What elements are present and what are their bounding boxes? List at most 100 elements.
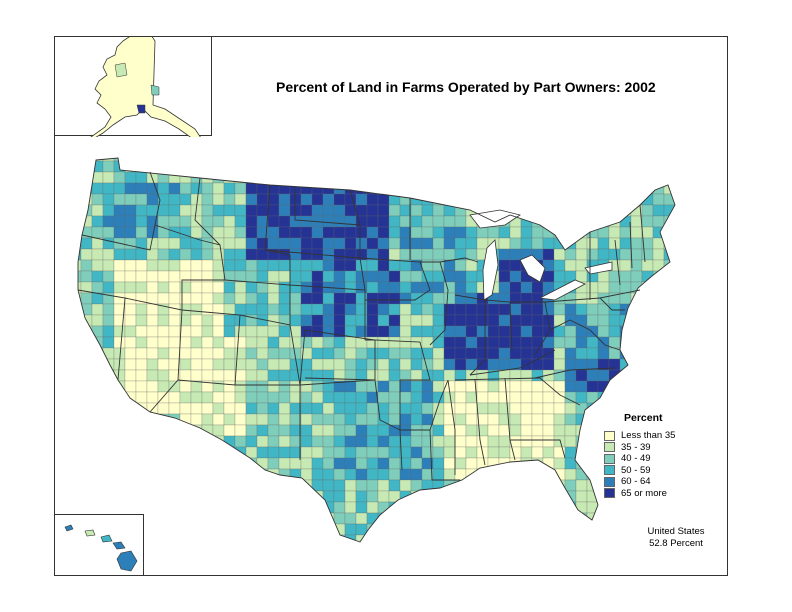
county-cell: [553, 204, 566, 217]
county-cell: [179, 468, 192, 481]
county-cell: [443, 468, 456, 481]
county-cell: [256, 479, 269, 492]
county-cell: [113, 325, 126, 338]
county-cell: [652, 358, 665, 371]
county-cell: [212, 358, 225, 371]
legend-swatch: [604, 476, 615, 487]
county-cell: [465, 479, 478, 492]
county-cell: [201, 512, 214, 525]
county-cell: [124, 446, 137, 459]
county-cell: [256, 435, 269, 448]
county-cell: [223, 237, 236, 250]
county-cell: [641, 314, 654, 327]
county-cell: [355, 435, 368, 448]
county-cell: [78, 303, 82, 316]
county-cell: [652, 270, 665, 283]
county-cell: [146, 336, 159, 349]
county-cell: [278, 358, 291, 371]
county-cell: [157, 270, 170, 283]
county-cell: [223, 523, 236, 536]
county-cell: [179, 215, 192, 228]
county-cell: [157, 215, 170, 228]
county-cell: [410, 534, 423, 542]
county-cell: [520, 424, 533, 437]
county-cell: [443, 501, 456, 514]
county-cell: [300, 391, 313, 404]
county-cell: [80, 380, 93, 393]
county-cell: [323, 546, 334, 557]
county-cell: [146, 424, 159, 437]
county-cell: [388, 314, 401, 327]
county-cell: [520, 435, 533, 448]
county-cell: [311, 435, 324, 448]
county-cell: [454, 534, 467, 542]
county-cell: [80, 270, 93, 283]
county-cell: [278, 336, 291, 349]
county-cell: [597, 512, 610, 525]
county-cell: [465, 501, 478, 514]
county-cell: [168, 457, 181, 470]
county-cell: [399, 303, 412, 316]
county-cell: [443, 523, 456, 536]
summary-value: 52.8 Percent: [649, 538, 703, 549]
county-cell: [212, 424, 225, 437]
county-cell: [246, 546, 257, 557]
county-cell: [652, 336, 665, 349]
county-cell: [487, 171, 500, 184]
county-cell: [630, 270, 643, 283]
county-cell: [388, 369, 401, 382]
county-cell: [256, 193, 269, 206]
county-cell: [344, 171, 357, 184]
county-cell: [663, 281, 675, 294]
county-cell: [410, 446, 423, 459]
county-cell: [531, 158, 544, 162]
county-cell: [432, 479, 445, 492]
national-summary: United States 52.8 Percent: [630, 526, 722, 550]
county-cell: [289, 270, 302, 283]
county-cell: [278, 281, 291, 294]
county-cell: [179, 512, 192, 525]
county-cell: [575, 380, 588, 393]
county-cell: [377, 479, 390, 492]
county-cell: [289, 314, 302, 327]
county-cell: [212, 413, 225, 426]
county-cell: [586, 424, 599, 437]
county-cell: [168, 402, 181, 415]
county-cell: [267, 501, 280, 514]
county-cell: [641, 512, 654, 525]
county-cell: [608, 523, 621, 536]
county-cell: [201, 413, 214, 426]
county-cell: [564, 534, 577, 542]
county-cell: [388, 270, 401, 283]
county-cell: [201, 391, 214, 404]
county-cell: [465, 160, 478, 173]
county-cell: [223, 512, 236, 525]
county-cell: [289, 391, 302, 404]
county-cell: [597, 336, 610, 349]
county-cell: [509, 193, 522, 206]
county-cell: [520, 237, 533, 250]
county-cell: [124, 424, 137, 437]
county-cell: [421, 490, 434, 503]
county-cell: [421, 193, 434, 206]
county-cell: [366, 490, 379, 503]
county-cell: [432, 237, 445, 250]
county-cell: [509, 446, 522, 459]
county-cell: [190, 303, 203, 316]
county-cell: [278, 303, 291, 316]
county-cell: [311, 158, 324, 162]
county-cell: [245, 215, 258, 228]
county-cell: [191, 546, 202, 557]
county-cell: [234, 215, 247, 228]
county-cell: [410, 303, 423, 316]
county-cell: [235, 546, 246, 557]
county-cell: [421, 336, 434, 349]
county-cell: [421, 171, 434, 184]
county-cell: [300, 248, 313, 261]
county-cell: [597, 182, 610, 195]
county-cell: [553, 490, 566, 503]
county-cell: [234, 259, 247, 272]
county-cell: [487, 160, 500, 173]
county-cell: [146, 479, 159, 492]
county-cell: [212, 446, 225, 459]
